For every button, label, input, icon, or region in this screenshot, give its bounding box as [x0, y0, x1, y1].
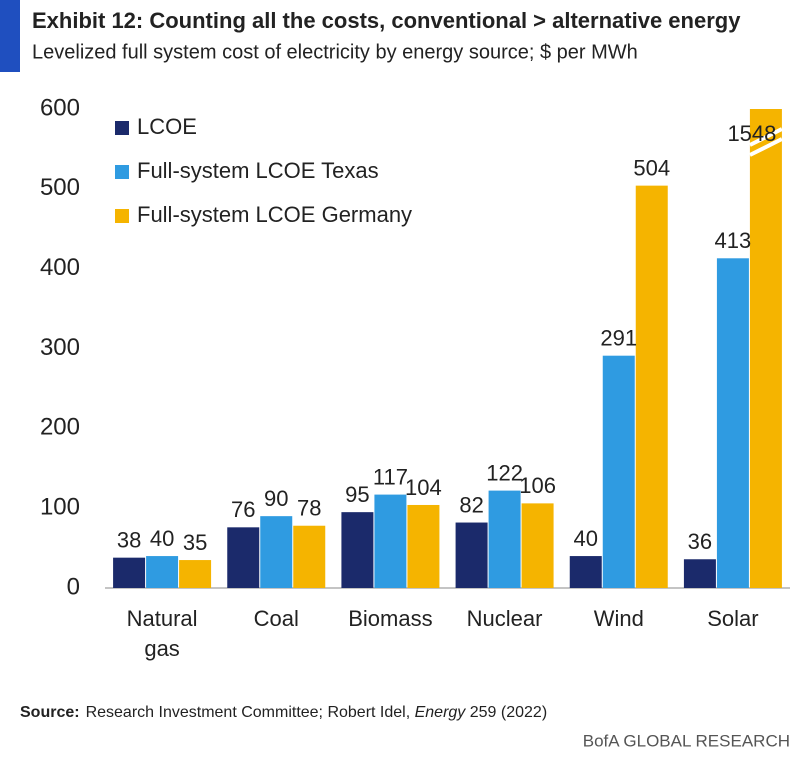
- bar: [227, 527, 260, 588]
- source: Source: Research Investment Committee; Ro…: [20, 704, 547, 721]
- bar: [455, 522, 488, 588]
- bar: [521, 503, 554, 588]
- data-label: 38: [117, 527, 141, 552]
- data-label: 82: [459, 492, 483, 517]
- bar: [635, 185, 668, 588]
- y-tick-label: 500: [40, 174, 80, 201]
- legend-label: Full-system LCOE Germany: [137, 202, 412, 227]
- bar: [260, 516, 293, 588]
- bar: [716, 258, 749, 588]
- data-label: 95: [345, 482, 369, 507]
- footer: BofA GLOBAL RESEARCH: [583, 731, 790, 750]
- y-tick-label: 300: [40, 334, 80, 361]
- y-tick-label: 200: [40, 414, 80, 441]
- axis-break: [749, 127, 783, 147]
- legend-label: Full-system LCOE Texas: [137, 158, 379, 183]
- bar: [146, 556, 179, 588]
- data-label: 117: [373, 464, 408, 489]
- data-label: 40: [574, 526, 598, 551]
- data-label: 78: [297, 496, 321, 521]
- legend-swatch: [115, 209, 129, 223]
- bar: [749, 109, 782, 588]
- data-label: 35: [183, 530, 207, 555]
- bar: [374, 494, 407, 588]
- data-label: 104: [405, 475, 442, 500]
- title-stripe: [0, 0, 20, 72]
- data-label: 504: [633, 155, 670, 180]
- x-tick-label: Biomass: [348, 606, 433, 631]
- x-tick-label: Nuclear: [466, 606, 543, 631]
- data-label: 76: [231, 497, 255, 522]
- data-label: 122: [486, 460, 523, 485]
- data-label: 40: [150, 526, 174, 551]
- x-tick-label: Natural gas: [126, 606, 198, 661]
- legend-swatch: [115, 165, 129, 179]
- data-label: 1548: [727, 121, 776, 146]
- source-text: Energy: [415, 704, 467, 721]
- legend-label: LCOE: [137, 114, 197, 139]
- bar: [602, 355, 635, 588]
- plot-area: [113, 109, 782, 588]
- bar: [179, 560, 212, 588]
- chart-title: Exhibit 12: Counting all the costs, conv…: [32, 8, 741, 33]
- data-label: 36: [688, 529, 712, 554]
- bar: [113, 557, 146, 588]
- x-tick-label: Coal: [253, 606, 299, 631]
- chart-subtitle: Levelized full system cost of electricit…: [32, 41, 638, 63]
- y-tick-label: 100: [40, 494, 80, 521]
- bar: [341, 512, 374, 588]
- axis-break: [749, 137, 783, 157]
- source-text: 259 (2022): [465, 704, 547, 721]
- bar: [683, 559, 716, 588]
- bar: [407, 504, 440, 588]
- bar: [488, 490, 521, 588]
- x-tick-label: Solar: [707, 606, 759, 631]
- y-tick-label: 0: [67, 573, 80, 600]
- legend-swatch: [115, 121, 129, 135]
- source-label: Source:: [20, 704, 80, 721]
- y-tick-label: 400: [40, 254, 80, 281]
- y-tick-label: 600: [40, 94, 80, 121]
- data-label: 106: [519, 473, 556, 498]
- x-tick-label: Wind: [593, 606, 644, 631]
- bar: [569, 556, 602, 588]
- source-text: Research Investment Committee; Robert Id…: [86, 704, 415, 721]
- bar: [293, 525, 326, 588]
- data-label: 413: [715, 228, 752, 253]
- data-label: 291: [600, 325, 637, 350]
- data-label: 90: [264, 486, 288, 511]
